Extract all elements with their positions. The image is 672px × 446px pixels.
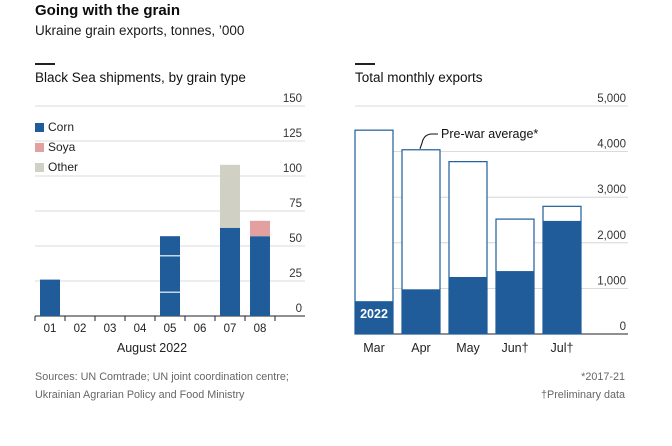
y-tick-label-left: 100	[283, 163, 302, 175]
chart-title: Going with the grain	[35, 2, 180, 19]
y-tick-label-left: 0	[296, 303, 302, 315]
y-tick-label-left: 75	[289, 198, 302, 210]
y-tick-label-right: 5,000	[597, 93, 626, 105]
panel-rule-right	[355, 63, 375, 65]
panel-rule-left	[35, 63, 55, 65]
note-line-2: †Preliminary data	[540, 389, 625, 401]
left-panel-title: Black Sea shipments, by grain type	[35, 70, 246, 85]
annotation-2022: 2022	[360, 307, 388, 321]
x-axis-title-left: August 2022	[117, 341, 187, 355]
legend-swatch-other	[35, 163, 44, 172]
bar-prewar-Mar	[354, 129, 394, 335]
bar-soya-08	[250, 220, 270, 237]
chart-subtitle: Ukraine grain exports, tonnes, ’000	[35, 23, 245, 38]
source-line-2: Ukrainian Agrarian Policy and Food Minis…	[35, 389, 245, 401]
y-tick-label-right: 1,000	[597, 275, 626, 287]
y-tick-label-right: 0	[620, 321, 626, 333]
y-tick-label-left: 50	[289, 233, 302, 245]
x-tick-label-right: Mar	[363, 341, 385, 355]
bar-corn-08	[250, 236, 270, 316]
x-tick-label-left: 06	[194, 323, 207, 335]
bar-2022-May	[449, 277, 487, 334]
y-tick-label-right: 3,000	[597, 184, 626, 196]
x-tick-label-right: Jun†	[501, 341, 528, 355]
bar-corn-01	[40, 279, 60, 316]
legend-swatch-soya	[35, 143, 44, 152]
x-tick-label-left: 01	[44, 323, 57, 335]
x-tick-label-left: 03	[104, 323, 117, 335]
bar-2022-Mar	[355, 301, 393, 334]
note-line-1: *2017-21	[581, 371, 625, 383]
x-tick-label-left: 05	[164, 323, 177, 335]
annotation-callout-line	[419, 133, 438, 149]
source-line-1: Sources: UN Comtrade; UN joint coordinat…	[35, 371, 289, 383]
legend-swatch-corn	[35, 123, 44, 132]
bar-other-07	[220, 164, 240, 228]
legend-item-corn: Corn	[35, 120, 74, 134]
x-tick-label-right: Jul†	[551, 341, 574, 355]
x-tick-label-left: 07	[224, 323, 237, 335]
legend-label-other: Other	[48, 160, 79, 174]
legend-item-other: Other	[35, 160, 78, 174]
right-panel-title: Total monthly exports	[355, 70, 483, 85]
x-tick-label-right: Apr	[411, 341, 430, 355]
x-tick-label-left: 04	[134, 323, 147, 335]
x-tick-label-left: 08	[254, 323, 267, 335]
bar-2022-Jul†	[543, 220, 581, 334]
annotation-prewar-average: Pre-war average*	[441, 127, 538, 141]
legend-item-soya: Soya	[35, 140, 75, 154]
legend-label-soya: Soya	[48, 140, 76, 154]
x-tick-label-left: 02	[74, 323, 87, 335]
y-tick-label-right: 2,000	[597, 230, 626, 242]
y-tick-label-left: 25	[289, 268, 302, 280]
bar-corn-07	[220, 227, 240, 316]
y-tick-label-left: 125	[283, 128, 302, 140]
y-tick-label-right: 4,000	[597, 139, 626, 151]
legend-label-corn: Corn	[48, 120, 75, 134]
bar-corn-05	[160, 236, 180, 316]
bar-2022-Apr	[402, 289, 440, 334]
x-tick-label-right: May	[456, 341, 480, 355]
y-tick-label-left: 150	[283, 93, 302, 105]
bar-2022-Jun†	[496, 271, 534, 334]
